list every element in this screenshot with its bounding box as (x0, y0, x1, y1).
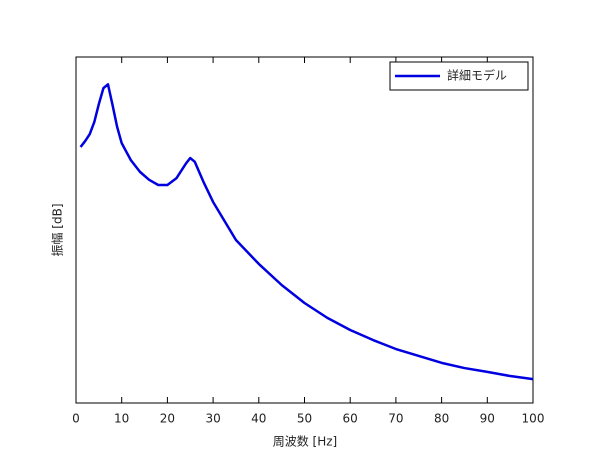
x-tick-label: 100 (522, 412, 545, 426)
x-tick-label: 80 (434, 412, 449, 426)
y-axis-label: 振幅 [dB] (50, 203, 65, 256)
legend-box (389, 61, 529, 91)
x-tick-label: 10 (114, 412, 129, 426)
x-tick-label: 50 (297, 412, 312, 426)
x-tick-label: 60 (343, 412, 358, 426)
x-tick-label: 90 (480, 412, 495, 426)
x-tick-label: 30 (205, 412, 220, 426)
x-tick-label: 70 (388, 412, 403, 426)
x-tick-label: 40 (251, 412, 266, 426)
legend-label: 詳細モデル (447, 68, 507, 83)
x-axis-label: 周波数 [Hz] (273, 434, 338, 449)
x-tick-label: 0 (72, 412, 80, 426)
x-tick-label: 20 (160, 412, 175, 426)
line-series (79, 83, 534, 381)
